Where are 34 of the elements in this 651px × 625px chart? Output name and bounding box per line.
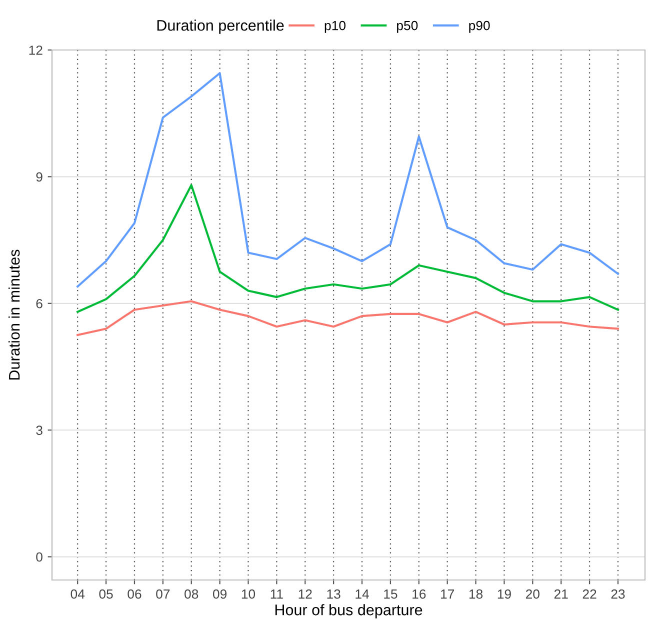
y-tick-label: 0 bbox=[36, 552, 42, 562]
y-axis-title: Duration in minutes bbox=[8, 250, 20, 380]
x-tick-label: 09 bbox=[212, 589, 227, 599]
x-tick-label: 06 bbox=[128, 589, 142, 599]
y-tick-label: 6 bbox=[36, 298, 42, 308]
legend-label: p50 bbox=[397, 20, 418, 33]
x-tick-label: 16 bbox=[412, 589, 426, 599]
x-tick-label: 19 bbox=[498, 589, 511, 599]
x-tick-label: 07 bbox=[156, 589, 170, 599]
line-series bbox=[76, 300, 620, 336]
x-tick-label: 10 bbox=[242, 589, 256, 599]
x-tick-label: 22 bbox=[582, 589, 596, 599]
y-tick-label: 12 bbox=[29, 46, 42, 55]
line-series bbox=[76, 184, 620, 313]
x-tick-label: 21 bbox=[554, 589, 568, 599]
legend-title: Duration percentile bbox=[157, 20, 284, 34]
x-tick-label: 05 bbox=[99, 589, 113, 599]
x-tick-label: 17 bbox=[441, 590, 454, 599]
x-tick-label: 18 bbox=[469, 589, 483, 599]
x-tick-label: 04 bbox=[70, 589, 85, 599]
y-tick-label: 3 bbox=[36, 426, 42, 435]
x-tick-label: 15 bbox=[384, 590, 398, 599]
x-tick-label: 23 bbox=[611, 589, 625, 599]
x-tick-label: 11 bbox=[270, 590, 283, 599]
line-series bbox=[76, 72, 620, 288]
x-tick-label: 13 bbox=[327, 589, 340, 599]
x-tick-label: 20 bbox=[526, 589, 540, 599]
x-tick-label: 12 bbox=[298, 589, 312, 599]
legend-label: p10 bbox=[324, 20, 346, 33]
x-axis-title: Hour of bus departure bbox=[275, 604, 422, 618]
y-tick-label: 9 bbox=[36, 172, 42, 182]
x-tick-label: 08 bbox=[184, 589, 198, 599]
legend-label: p90 bbox=[469, 20, 490, 33]
x-tick-label: 14 bbox=[356, 590, 369, 599]
